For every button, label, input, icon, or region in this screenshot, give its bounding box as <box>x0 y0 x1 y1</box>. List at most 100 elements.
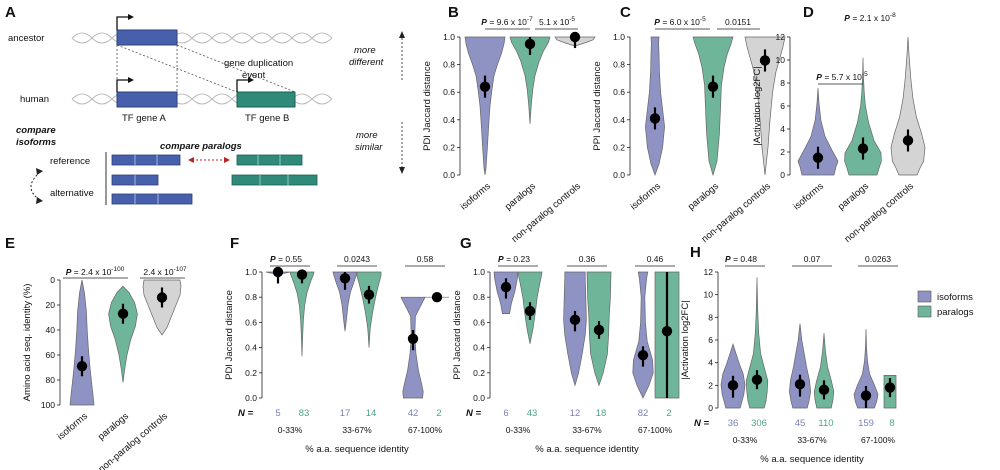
pvalue-d-1: P = 5.7 x 10-5 <box>816 71 868 82</box>
y-tick-label-D: 10 <box>776 55 786 65</box>
compare-paralogs-label: compare paralogs <box>160 141 242 152</box>
y-tick-label-E: 0 <box>50 275 55 285</box>
x-tick-label-isoforms-c: isoforms <box>628 181 663 213</box>
y-tick-label-D: 6 <box>780 101 785 111</box>
y-axis-label-H: |Activation log2FC| <box>680 300 691 379</box>
x-tick-label-controls-e: non-paralog controls <box>97 411 171 470</box>
pvalue-d-2: P = 2.1 x 10-8 <box>844 12 896 23</box>
x-axis-label-h: % a.a. sequence identity <box>760 454 864 465</box>
x-group-label-g-1: 0-33% <box>506 425 531 435</box>
n-label-f: N = <box>238 408 254 419</box>
isoforms-f-1-median-point <box>272 266 284 278</box>
panel-f: F 0.0 0.2 0.4 0.6 0.8 1.0 PDI Jaccard distance P… <box>224 235 449 455</box>
y-tick-label-D: 8 <box>780 78 785 88</box>
paralogs-h-2-median-point <box>818 384 830 396</box>
x-group-label-f-3: 67-100% <box>408 425 442 435</box>
paralogs-b-median-point <box>524 38 536 50</box>
panel-letter-b: B <box>448 4 459 21</box>
n-isoforms-g-3: 82 <box>638 408 649 419</box>
pvalue-f-1: P = 0.55 <box>270 254 302 264</box>
ancestor-gene-box <box>116 29 178 46</box>
x-tick-label-paralogs-c: paralogs <box>686 181 721 213</box>
x-tick-label-isoforms-d: isoforms <box>791 181 826 213</box>
x-group-label-f-1: 0-33% <box>278 425 303 435</box>
x-tick-label-isoforms-e: isoforms <box>55 411 90 443</box>
tf-gene-a-label: TF gene A <box>122 113 166 124</box>
y-tick-label-F: 0.6 <box>245 317 257 327</box>
isoforms-b-median-point <box>479 81 491 92</box>
paralogs-g-2-median-point <box>593 324 605 336</box>
n-isoforms-h-2: 45 <box>795 418 806 429</box>
y-tick-label-H: 0 <box>708 403 713 413</box>
isoforms-d-median-point <box>812 152 824 163</box>
n-paralogs-g-2: 18 <box>596 408 607 419</box>
y-tick-label-H: 2 <box>708 380 713 390</box>
panel-e: E 0 20 40 60 80 100 Amino acid seq. identity (%… <box>5 235 187 470</box>
violin-paralogs-f-1 <box>289 271 315 357</box>
paralogs-f-2-median-point <box>363 289 375 300</box>
paralogs-f-1-median-point <box>296 269 308 280</box>
panel-letter-e: E <box>5 235 15 252</box>
violin-paralogs-d <box>844 57 882 176</box>
y-tick-label-B: 0.6 <box>443 87 455 97</box>
y-tick-label-C: 0.0 <box>613 170 625 180</box>
y-tick-label-C: 0.8 <box>613 60 625 70</box>
pvalue-c-1: P = 6.0 x 10-5 <box>654 16 706 27</box>
y-tick-label-F: 0.8 <box>245 292 257 302</box>
paralogs-f-3-median-point <box>431 292 443 303</box>
panel-letter-f: F <box>230 235 239 252</box>
panel-a-schematic: A ancestor gene duplication event human <box>5 4 333 205</box>
paralogs-g-3-median-point <box>661 326 673 337</box>
n-paralogs-f-1: 83 <box>299 408 310 419</box>
y-tick-label-H: 4 <box>708 358 713 368</box>
pvalue-f-2: 0.0243 <box>344 254 370 264</box>
n-label-g: N = <box>466 408 482 419</box>
isoforms-f-3-median-point <box>407 333 419 344</box>
x-tick-label-paralogs-e: paralogs <box>96 411 131 443</box>
duplication-guide-lines <box>116 44 296 93</box>
paralogs-c-median-point <box>707 81 719 92</box>
panel-letter-d: D <box>803 4 814 21</box>
panel-letter-c: C <box>620 4 631 21</box>
alternative-isoform-exons <box>111 174 193 205</box>
annotation-annot-bot-1: more <box>356 130 378 141</box>
x-axis-label-f: % a.a. sequence identity <box>305 444 409 455</box>
y-tick-label-D: 12 <box>776 32 786 42</box>
annotation-annot-top-1: more <box>354 45 376 56</box>
n-paralogs-f-2: 14 <box>366 408 377 419</box>
reference-label: reference <box>50 156 90 167</box>
x-group-label-g-2: 33-67% <box>572 425 602 435</box>
y-tick-label-C: 0.6 <box>613 87 625 97</box>
pvalue-h-3: 0.0263 <box>865 254 891 264</box>
ancestor-dna-icon <box>71 32 333 44</box>
y-axis-label-F: PDI Jaccard distance <box>224 290 235 380</box>
y-tick-label-F: 0.0 <box>245 393 257 403</box>
n-isoforms-f-1: 5 <box>275 408 280 419</box>
y-axis-label-E: Amino acid seq. identity (%) <box>22 284 33 402</box>
tf-gene-b-box <box>236 91 296 108</box>
paralogs-h-3-median-point <box>884 382 896 393</box>
violin-paralogs-e <box>108 285 138 383</box>
isoforms-g-2-median-point <box>569 314 581 326</box>
compare-isoforms-line1: compare <box>16 125 56 136</box>
isoforms-f-2-median-point <box>339 273 351 284</box>
gene-a-promoter-arrow-icon <box>116 79 131 92</box>
n-isoforms-g-1: 6 <box>503 408 508 419</box>
y-tick-label-B: 0.0 <box>443 170 455 180</box>
pvalue-g-3: 0.46 <box>647 254 664 264</box>
panel-d: D 0 2 4 6 8 10 12 |Activation log2FC| isoforms par… <box>752 4 926 245</box>
x-group-label-h-3: 67-100% <box>861 435 895 445</box>
x-group-label-g-3: 67-100% <box>638 425 672 435</box>
isoforms-h-3-median-point <box>860 390 872 401</box>
x-tick-label-isoforms-b: isoforms <box>458 181 493 213</box>
y-tick-label-G: 0.8 <box>473 292 485 302</box>
gene-b-promoter-arrow-icon <box>236 79 251 92</box>
n-paralogs-h-1: 306 <box>751 418 767 429</box>
panel-g: G 0.0 0.2 0.4 0.6 0.8 1.0 PPI Jaccard distance P… <box>452 235 680 455</box>
y-tick-label-F: 0.2 <box>245 368 257 378</box>
y-tick-label-H: 8 <box>708 312 713 322</box>
ancestor-label: ancestor <box>8 33 44 44</box>
gene-dup-label: gene duplication <box>224 58 293 69</box>
pvalue-f-3: 0.58 <box>417 254 434 264</box>
panel-h: H 0 2 4 6 8 10 12 |Activation log2FC| P = 0.48 36 3… <box>680 244 898 465</box>
